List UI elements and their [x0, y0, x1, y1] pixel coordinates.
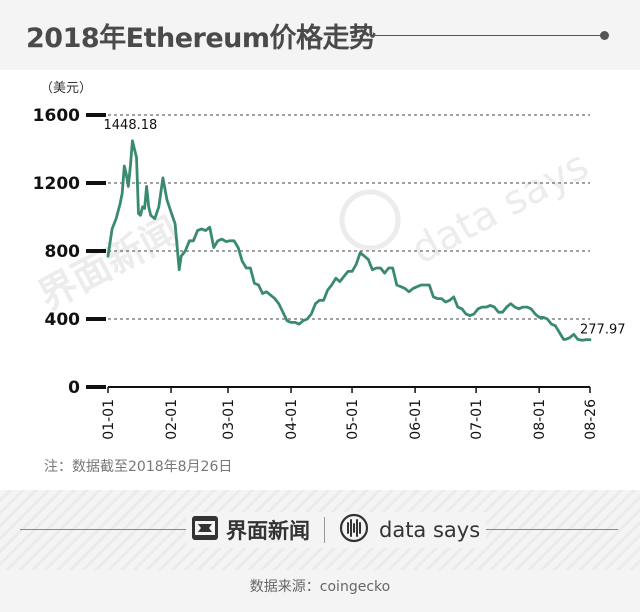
y-tick-label-800: 800: [45, 242, 81, 262]
x-tick-label-02-01: 02-01: [164, 399, 180, 440]
data-note: 注：数据截至2018年8月26日: [44, 459, 233, 475]
x-tick-label-05-01: 05-01: [345, 399, 361, 440]
x-tick-label-06-01: 06-01: [408, 399, 424, 440]
datasays-logo-text: data says: [379, 518, 481, 542]
footer-rule-right: [466, 529, 618, 530]
x-tick-label-08-01: 08-01: [532, 399, 548, 440]
header: 2018年Ethereum价格走势: [0, 0, 640, 70]
chart-area: 界面新闻 data says （美元） 0 400 800 1200 1600 01-01 02-…: [0, 70, 640, 490]
y-tick-label-1600: 1600: [33, 106, 80, 126]
y-axis-unit: （美元）: [40, 81, 92, 96]
watermark-datasays-icon: [339, 189, 401, 251]
y-tick-label-1200: 1200: [33, 174, 80, 194]
jiemian-logo-text: 界面新闻: [226, 519, 310, 543]
y-tick-label-400: 400: [45, 310, 81, 330]
footer-rule-left: [20, 529, 186, 530]
y-tick-label-0: 0: [68, 378, 80, 398]
jiemian-logo-icon: [192, 516, 218, 544]
footer-logos: 界面新闻 data says: [186, 512, 487, 548]
price-chart: 界面新闻 data says （美元） 0 400 800 1200 1600 01-01 02-…: [31, 81, 626, 440]
x-tick-label-01-01: 01-01: [101, 399, 117, 440]
page-title: 2018年Ethereum价格走势: [26, 23, 376, 54]
data-source: 数据来源：coingecko: [249, 579, 391, 595]
watermark-datasays: data says: [404, 142, 596, 273]
datasays-logo-icon: [339, 513, 369, 547]
logo-separator: [324, 517, 325, 543]
title-divider-dot: [600, 31, 609, 40]
title-divider: [372, 35, 604, 36]
x-tick-label-07-01: 07-01: [469, 399, 485, 440]
x-tick-label-03-01: 03-01: [221, 399, 237, 440]
x-tick-label-04-01: 04-01: [284, 399, 300, 440]
data-label-1448.18: 1448.18: [104, 118, 158, 133]
price-line-series-0: [106, 139, 592, 342]
x-tick-label-08-26: 08-26: [583, 399, 599, 440]
watermark-jiemian: 界面新闻: [31, 208, 186, 318]
data-label-277.97: 277.97: [580, 323, 626, 338]
